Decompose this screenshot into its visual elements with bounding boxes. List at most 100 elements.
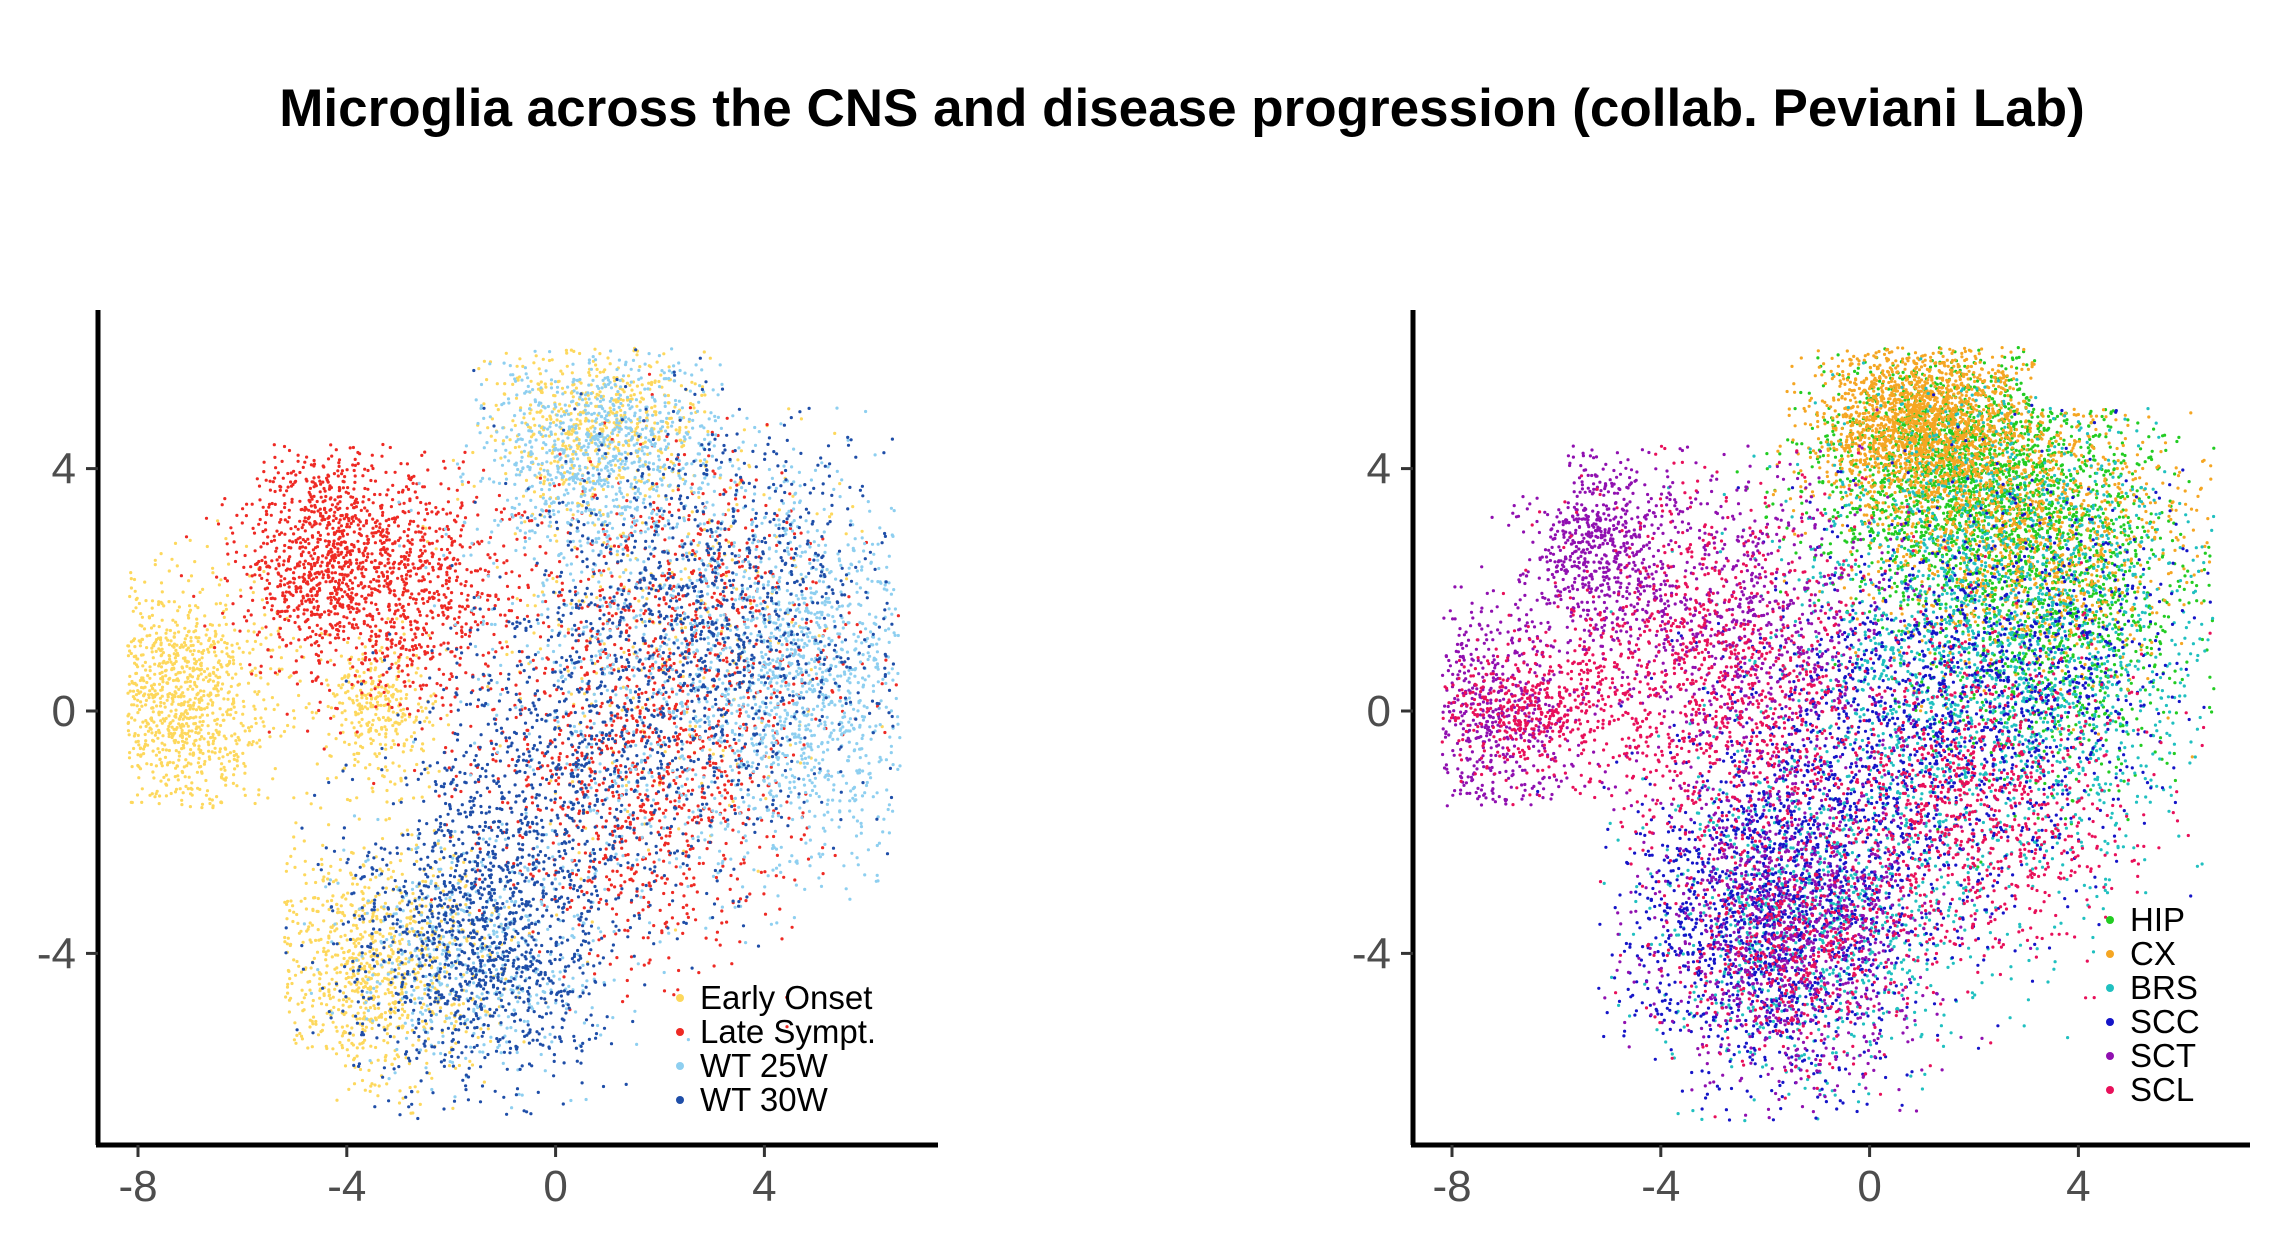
data-point (343, 766, 347, 770)
data-point (526, 585, 531, 590)
data-point (691, 549, 695, 553)
data-point (642, 612, 646, 616)
data-point (286, 899, 290, 904)
data-point (150, 613, 154, 618)
data-point (137, 743, 141, 747)
data-point (180, 643, 184, 647)
data-point (661, 781, 665, 785)
data-point (595, 596, 599, 600)
data-point (762, 493, 766, 497)
data-point (344, 553, 348, 557)
data-point (360, 717, 364, 722)
data-point (536, 387, 541, 391)
data-point (188, 649, 193, 653)
data-point (244, 514, 248, 518)
data-point (619, 716, 623, 720)
data-point (337, 1008, 341, 1012)
data-point (183, 637, 187, 641)
data-point (368, 512, 372, 517)
data-point (338, 970, 342, 974)
data-point (184, 784, 188, 789)
data-point (511, 419, 515, 423)
data-point (420, 579, 424, 583)
data-point (354, 712, 359, 716)
data-point (739, 449, 744, 453)
data-point (213, 684, 218, 688)
data-point (465, 598, 469, 602)
data-point (579, 665, 584, 670)
data-point (635, 422, 640, 426)
data-point (403, 769, 407, 773)
data-point (295, 959, 299, 964)
data-point (293, 865, 297, 870)
data-point (275, 546, 279, 550)
data-point (174, 766, 178, 770)
data-point (356, 735, 361, 739)
data-point (132, 577, 137, 582)
data-point (447, 601, 451, 605)
data-point (328, 633, 332, 637)
data-point (535, 679, 539, 683)
data-point (157, 682, 162, 686)
data-point (231, 650, 235, 654)
data-point (394, 727, 398, 732)
data-point (351, 937, 355, 942)
data-point (128, 594, 132, 599)
data-point (264, 707, 268, 711)
data-point (716, 672, 720, 676)
data-point (159, 600, 163, 604)
data-point (166, 761, 170, 765)
data-point (364, 1025, 368, 1029)
data-point (354, 602, 358, 606)
data-point (553, 800, 557, 805)
data-point (231, 602, 235, 606)
data-point (133, 697, 137, 701)
data-point (636, 705, 640, 709)
data-point (302, 996, 306, 1000)
data-point (217, 756, 221, 761)
data-point (636, 796, 640, 800)
data-point (163, 705, 167, 709)
data-point (222, 718, 226, 722)
data-point (159, 761, 163, 766)
data-point (207, 673, 211, 677)
data-point (307, 551, 311, 555)
data-point (569, 602, 573, 606)
data-point (342, 625, 346, 629)
data-point (607, 611, 611, 616)
data-point (337, 998, 341, 1002)
data-point (283, 935, 287, 940)
data-point (451, 915, 455, 919)
data-point (547, 625, 551, 629)
data-point (353, 480, 357, 484)
data-point (264, 636, 268, 640)
data-point (343, 1030, 348, 1035)
data-point (421, 879, 425, 883)
data-point (682, 803, 686, 807)
data-point (432, 645, 436, 649)
data-point (333, 987, 337, 991)
data-point (340, 677, 344, 681)
data-point (399, 636, 403, 640)
data-point (128, 751, 132, 755)
data-point (319, 806, 323, 810)
data-point (317, 644, 321, 648)
data-point (235, 513, 239, 518)
data-point (252, 622, 256, 626)
data-point (126, 721, 130, 726)
data-point (142, 679, 146, 683)
data-point (320, 862, 324, 867)
data-point (218, 747, 222, 751)
data-point (340, 513, 344, 518)
data-point (562, 975, 566, 979)
data-point (408, 1085, 412, 1090)
data-point (192, 752, 196, 756)
data-point (570, 768, 574, 772)
data-point (373, 479, 378, 483)
data-point (306, 636, 310, 640)
data-point (257, 793, 261, 797)
data-point (588, 373, 592, 377)
data-point (153, 563, 157, 567)
data-point (403, 985, 407, 989)
data-point (324, 958, 328, 962)
